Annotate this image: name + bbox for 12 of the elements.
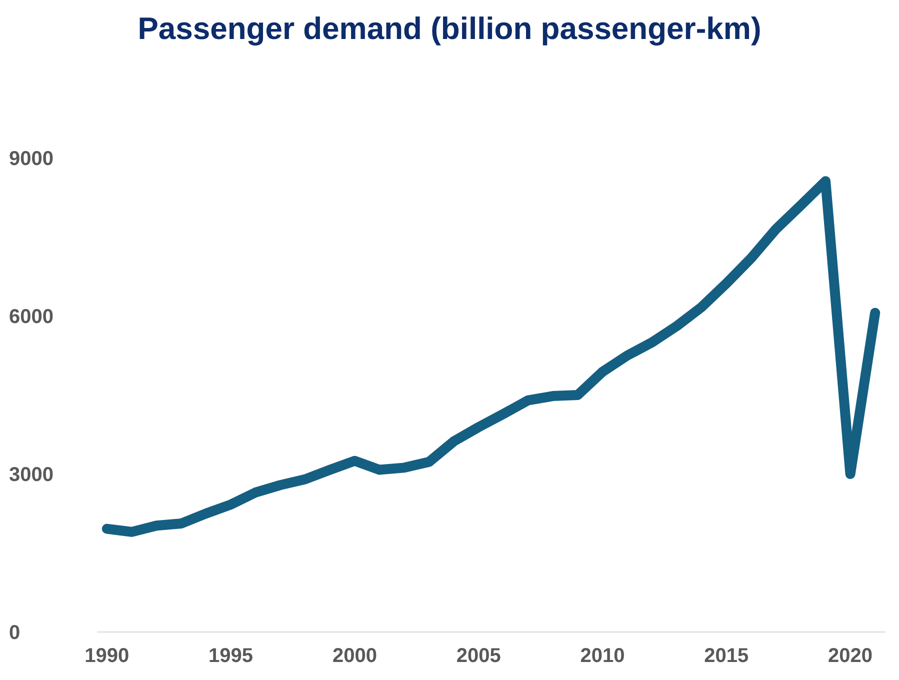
y-tick-label: 0: [9, 622, 20, 644]
x-tick-label: 2020: [828, 645, 873, 668]
x-tick-label: 2015: [704, 645, 749, 668]
y-tick-label: 6000: [9, 306, 54, 328]
x-tick-label: 2005: [456, 645, 501, 668]
x-tick-label: 2010: [580, 645, 625, 668]
chart-title: Passenger demand (billion passenger-km): [136, 10, 762, 48]
y-tick-label: 9000: [9, 148, 54, 170]
x-tick-label: 1990: [84, 645, 130, 668]
x-tick-label: 1995: [208, 645, 254, 668]
x-tick-label: 2000: [332, 645, 377, 668]
y-tick-label: 3000: [9, 464, 54, 486]
